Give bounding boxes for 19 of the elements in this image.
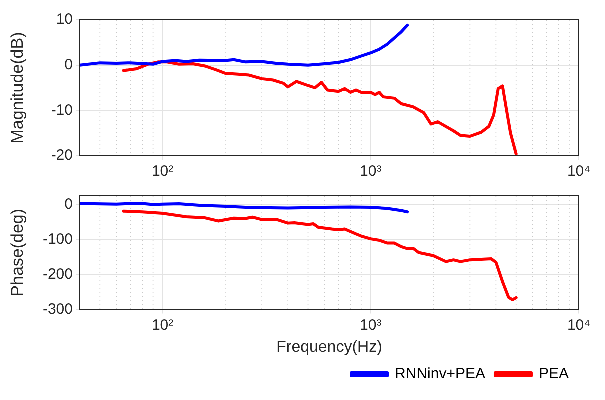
- y-axis-title: Phase(deg): [8, 208, 27, 297]
- y-tick-label: 0: [64, 196, 73, 213]
- y-tick-label: -10: [51, 102, 73, 119]
- x-tick-label: 10²: [152, 163, 174, 180]
- x-tick-label: 10³: [360, 163, 382, 180]
- x-axis-title: Frequency(Hz): [276, 338, 382, 356]
- y-tick-label: -200: [42, 266, 73, 283]
- x-tick-label: 10³: [360, 316, 382, 334]
- legend-label: RNNinv+PEA: [395, 366, 486, 383]
- y-tick-label: 10: [56, 11, 73, 28]
- y-tick-label: 0: [64, 56, 73, 74]
- x-tick-label: 10⁴: [567, 316, 591, 334]
- x-tick-label: 10⁴: [567, 163, 591, 180]
- y-tick-label: -20: [51, 147, 73, 164]
- x-tick-label: 10²: [152, 316, 174, 334]
- y-tick-label: -100: [42, 230, 73, 248]
- legend-label: PEA: [538, 366, 569, 383]
- y-axis-title: Magnitude(dB): [8, 32, 27, 144]
- y-tick-label: -300: [42, 300, 73, 318]
